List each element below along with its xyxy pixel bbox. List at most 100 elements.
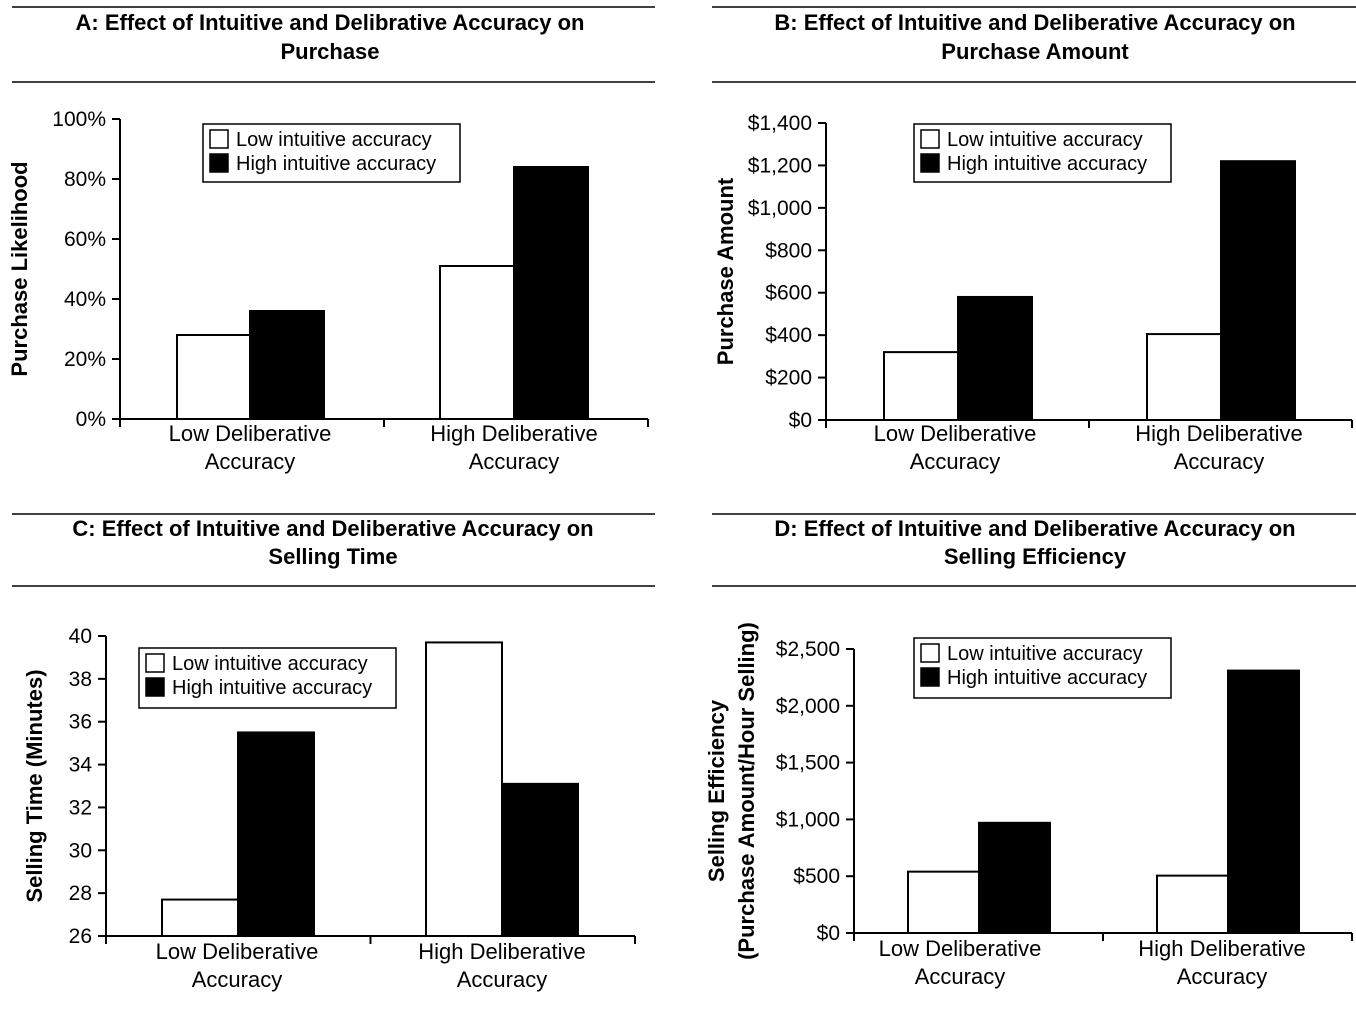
x-category-label: High Deliberative <box>1135 421 1303 446</box>
y-tick-label: 40 <box>69 625 92 648</box>
chart-panel-a: A: Effect of Intuitive and Delibrative A… <box>7 6 655 474</box>
bar-low-intuitive-high-deliberative <box>439 265 515 420</box>
x-category-label: Accuracy <box>1174 449 1264 474</box>
bar-high-intuitive-high-deliberative <box>1220 160 1296 422</box>
legend-swatch-low <box>920 129 940 149</box>
y-tick-label: 80% <box>64 168 106 191</box>
legend-label-high: High intuitive accuracy <box>947 667 1147 689</box>
chart-title-line: C: Effect of Intuitive and Deliberative … <box>72 516 593 541</box>
chart-title-line: Selling Efficiency <box>944 544 1127 569</box>
y-tick-label: 34 <box>69 754 93 777</box>
x-category-label: Low Deliberative <box>156 939 319 964</box>
legend-swatch-high <box>920 153 940 173</box>
x-category-label: Accuracy <box>205 449 295 474</box>
legend-box <box>913 123 1172 183</box>
y-tick-label: 20% <box>64 348 106 371</box>
chart-title-line: A: Effect of Intuitive and Delibrative A… <box>76 10 585 35</box>
y-axis-label: (Purchase Amount/Hour Selling) <box>734 622 759 960</box>
y-tick-label: 28 <box>69 882 92 905</box>
x-category-label: High Deliberative <box>1138 936 1306 961</box>
y-tick-label: 26 <box>69 925 92 948</box>
y-tick-label: 40% <box>64 288 106 311</box>
y-tick-label: 30 <box>69 839 92 862</box>
y-tick-label: $600 <box>765 282 812 305</box>
y-tick-label: $2,500 <box>776 638 840 661</box>
x-category-label: Accuracy <box>1177 964 1267 989</box>
bar-low-intuitive-high-deliberative <box>1156 874 1229 935</box>
bar-low-intuitive-low-deliberative <box>161 898 239 937</box>
y-tick-label: 60% <box>64 228 106 251</box>
y-tick-label: $0 <box>817 922 840 945</box>
x-category-label: High Deliberative <box>430 421 598 446</box>
y-tick-label: $400 <box>765 324 812 347</box>
legend-label-low: Low intuitive accuracy <box>236 129 432 151</box>
x-category-label: Low Deliberative <box>169 421 332 446</box>
y-tick-label: $1,500 <box>776 752 840 775</box>
chart-panel-b: B: Effect of Intuitive and Deliberative … <box>712 6 1356 474</box>
legend-swatch-low <box>145 653 165 673</box>
y-tick-label: 0% <box>76 408 106 431</box>
bar-high-intuitive-high-deliberative <box>1227 669 1300 934</box>
x-category-label: Accuracy <box>192 967 282 992</box>
bar-high-intuitive-high-deliberative <box>513 166 589 420</box>
y-tick-label: $1,000 <box>776 808 840 831</box>
y-tick-label: $0 <box>789 409 812 432</box>
legend-box <box>202 123 461 183</box>
y-axis-label: Purchase Amount <box>713 177 738 365</box>
x-category-label: Accuracy <box>469 449 559 474</box>
chart-title-line: Purchase Amount <box>941 39 1129 64</box>
bar-low-intuitive-low-deliberative <box>176 334 252 420</box>
legend-swatch-high <box>209 153 229 173</box>
legend-swatch-low <box>209 129 229 149</box>
x-category-label: Low Deliberative <box>874 421 1037 446</box>
legend-swatch-low <box>920 643 940 663</box>
bar-low-intuitive-high-deliberative <box>425 641 503 938</box>
y-tick-label: $2,000 <box>776 695 840 718</box>
y-tick-label: $1,000 <box>748 197 812 220</box>
legend-label-low: Low intuitive accuracy <box>947 129 1143 151</box>
bar-high-intuitive-low-deliberative <box>957 295 1033 422</box>
legend-label-high: High intuitive accuracy <box>172 677 372 699</box>
legend-box <box>913 637 1172 699</box>
bar-low-intuitive-low-deliberative <box>883 351 959 421</box>
chart-title-line: D: Effect of Intuitive and Deliberative … <box>774 516 1295 541</box>
y-axis-label: Selling Efficiency <box>704 699 729 882</box>
chart-title-line: Selling Time <box>268 544 397 569</box>
bar-high-intuitive-low-deliberative <box>237 731 315 938</box>
y-tick-label: $1,200 <box>748 154 812 177</box>
legend-swatch-high <box>920 667 940 687</box>
y-tick-label: 36 <box>69 711 92 734</box>
x-category-label: Accuracy <box>915 964 1005 989</box>
y-axis-label: Purchase Likelihood <box>7 161 32 376</box>
y-tick-label: 38 <box>69 668 92 691</box>
x-category-label: Accuracy <box>910 449 1000 474</box>
y-tick-label: 100% <box>52 108 106 131</box>
legend-label-high: High intuitive accuracy <box>236 153 436 175</box>
chart-title-line: Purchase <box>280 39 379 64</box>
legend-swatch-high <box>145 677 165 697</box>
y-axis-label: Selling Time (Minutes) <box>22 669 47 902</box>
legend-label-low: Low intuitive accuracy <box>172 653 368 675</box>
legend-box <box>138 647 397 709</box>
x-category-label: Accuracy <box>457 967 547 992</box>
y-tick-label: $800 <box>765 239 812 262</box>
legend-label-high: High intuitive accuracy <box>947 153 1147 175</box>
y-tick-label: $200 <box>765 367 812 390</box>
x-category-label: High Deliberative <box>418 939 586 964</box>
chart-panel-d: D: Effect of Intuitive and Deliberative … <box>704 513 1356 989</box>
bar-high-intuitive-low-deliberative <box>978 821 1051 934</box>
y-tick-label: $1,400 <box>748 112 812 135</box>
bar-low-intuitive-low-deliberative <box>907 870 980 935</box>
y-tick-label: 32 <box>69 796 92 819</box>
bar-high-intuitive-high-deliberative <box>501 782 579 937</box>
chart-title-line: B: Effect of Intuitive and Deliberative … <box>774 10 1295 35</box>
y-tick-label: $500 <box>793 865 840 888</box>
bar-low-intuitive-high-deliberative <box>1146 333 1222 422</box>
chart-panel-c: C: Effect of Intuitive and Deliberative … <box>12 513 655 992</box>
x-category-label: Low Deliberative <box>879 936 1042 961</box>
legend-label-low: Low intuitive accuracy <box>947 643 1143 665</box>
